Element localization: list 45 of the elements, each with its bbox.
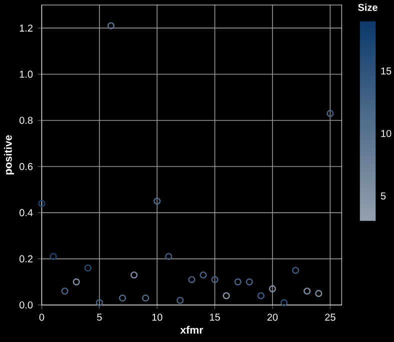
- point: [188, 276, 196, 284]
- y-tick-label: 1.2: [20, 24, 33, 32]
- y-tick-label: 0.8: [20, 116, 33, 124]
- point: [96, 299, 103, 306]
- x-axis-title: xfmr: [180, 326, 204, 334]
- point: [118, 294, 126, 302]
- point: [257, 292, 264, 300]
- point: [268, 285, 276, 292]
- y-tick-label: 0.4: [20, 209, 33, 216]
- color-bar-label: 15: [381, 68, 392, 74]
- point: [107, 22, 114, 30]
- y-tick-label: 1.0: [20, 70, 33, 78]
- x-tick-label: 5: [97, 314, 102, 321]
- y-tick-label: 0.6: [20, 162, 33, 170]
- y-axis-title: positive: [4, 135, 14, 174]
- y-tick-label: 0.0: [20, 301, 33, 309]
- x-tick-label: 0: [39, 314, 44, 321]
- point: [130, 271, 138, 279]
- point: [72, 278, 80, 286]
- y-tick-label: 0.2: [20, 255, 33, 262]
- point: [176, 296, 184, 304]
- point: [315, 290, 322, 297]
- color-bar-label: 10: [381, 130, 392, 138]
- point: [38, 200, 46, 207]
- point: [142, 294, 150, 302]
- x-tick-label: 20: [267, 314, 278, 321]
- point: [200, 271, 207, 279]
- point: [304, 288, 311, 295]
- point: [154, 198, 161, 205]
- point: [326, 110, 334, 117]
- x-tick-label: 10: [152, 314, 162, 321]
- point: [50, 252, 57, 260]
- color-bar-label: 5: [380, 192, 386, 200]
- point: [61, 288, 68, 295]
- point: [234, 278, 242, 286]
- x-tick-label: 15: [210, 314, 220, 321]
- point: [84, 264, 92, 272]
- point: [292, 266, 300, 274]
- point: [165, 252, 172, 260]
- point: [246, 278, 253, 286]
- point: [222, 292, 230, 300]
- point: [280, 299, 288, 306]
- x-tick-label: 25: [325, 314, 336, 321]
- point: [211, 276, 218, 284]
- color-bar-title: Size: [358, 4, 378, 11]
